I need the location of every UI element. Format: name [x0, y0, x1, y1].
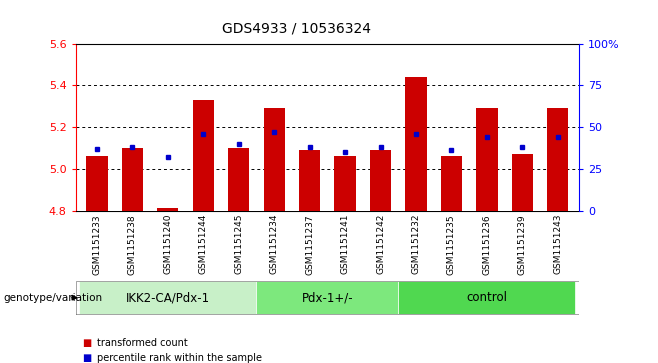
- Text: GSM1151244: GSM1151244: [199, 214, 208, 274]
- Text: GSM1151234: GSM1151234: [270, 214, 279, 274]
- Bar: [476, 108, 497, 211]
- Bar: [441, 156, 462, 211]
- Text: percentile rank within the sample: percentile rank within the sample: [97, 352, 262, 363]
- Bar: [257, 281, 398, 314]
- Bar: [193, 100, 214, 211]
- Bar: [370, 150, 391, 211]
- Bar: [299, 150, 320, 211]
- Text: GSM1151233: GSM1151233: [92, 214, 101, 275]
- Text: IKK2-CA/Pdx-1: IKK2-CA/Pdx-1: [126, 291, 210, 304]
- Text: ■: ■: [82, 352, 91, 363]
- Bar: [398, 281, 576, 314]
- Bar: [405, 77, 426, 211]
- Bar: [157, 208, 178, 211]
- Text: GSM1151242: GSM1151242: [376, 214, 385, 274]
- Text: GSM1151235: GSM1151235: [447, 214, 456, 275]
- Text: Pdx-1+/-: Pdx-1+/-: [301, 291, 353, 304]
- Text: transformed count: transformed count: [97, 338, 188, 348]
- Text: GSM1151237: GSM1151237: [305, 214, 314, 275]
- Text: GSM1151238: GSM1151238: [128, 214, 137, 275]
- Text: ■: ■: [82, 338, 91, 348]
- Text: genotype/variation: genotype/variation: [3, 293, 103, 303]
- Text: GDS4933 / 10536324: GDS4933 / 10536324: [222, 22, 370, 36]
- Bar: [86, 156, 107, 211]
- Bar: [79, 281, 257, 314]
- Bar: [122, 148, 143, 211]
- Text: GSM1151243: GSM1151243: [553, 214, 563, 274]
- Text: GSM1151240: GSM1151240: [163, 214, 172, 274]
- Text: GSM1151245: GSM1151245: [234, 214, 243, 274]
- Bar: [547, 108, 569, 211]
- Bar: [264, 108, 285, 211]
- Text: GSM1151236: GSM1151236: [482, 214, 492, 275]
- Bar: [334, 156, 356, 211]
- Bar: [228, 148, 249, 211]
- Bar: [512, 154, 533, 211]
- Text: control: control: [467, 291, 507, 304]
- Text: GSM1151241: GSM1151241: [341, 214, 349, 274]
- Text: GSM1151232: GSM1151232: [411, 214, 420, 274]
- Text: GSM1151239: GSM1151239: [518, 214, 527, 275]
